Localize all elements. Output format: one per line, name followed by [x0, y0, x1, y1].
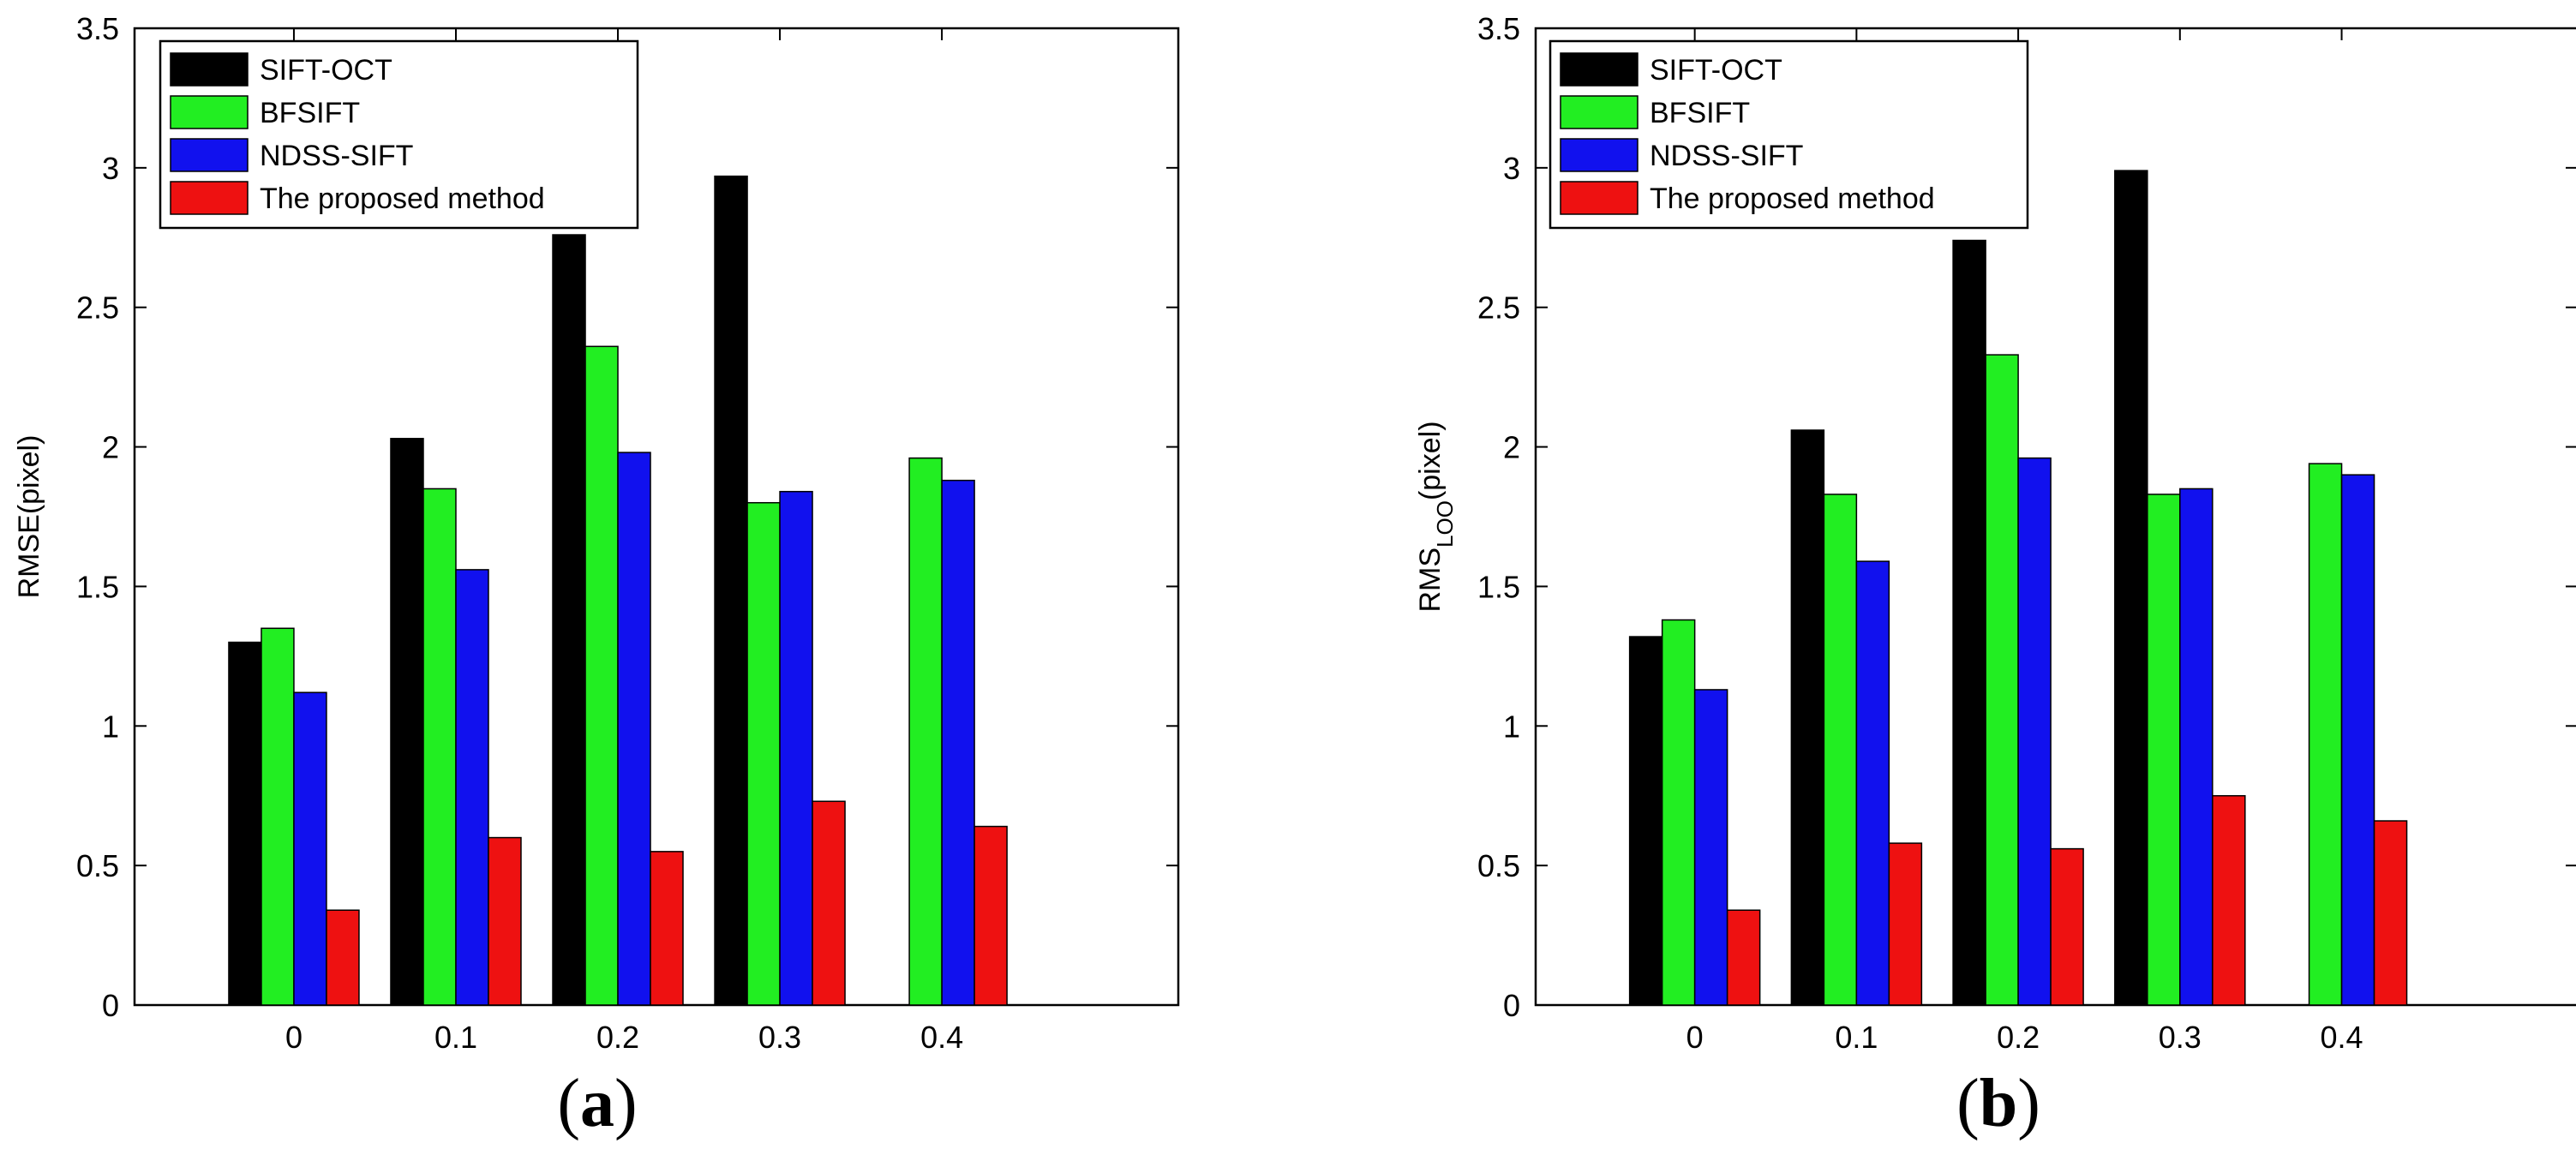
y-tick-label: 1 — [1503, 709, 1520, 744]
x-tick-label: 0.2 — [596, 1020, 639, 1055]
bar-bfsift-0 — [1661, 619, 1696, 1006]
caption-a-letter: a — [580, 1066, 614, 1141]
bar-the-proposed-method-0_2 — [650, 851, 684, 1006]
y-tick-label: 2.5 — [76, 290, 119, 326]
legend-label: NDSS-SIFT — [1650, 140, 1803, 172]
y-axis-label-suffix: (pixel) — [1414, 421, 1447, 500]
caption-b: (b) — [1956, 1066, 2040, 1141]
bar-ndss-sift-0_3 — [779, 490, 813, 1006]
y-axis-label-main: RMS — [1414, 548, 1447, 613]
legend-label: SIFT-OCT — [1650, 54, 1782, 87]
bar-bfsift-0_4 — [908, 457, 943, 1006]
bar-sift-oct-0_2 — [552, 234, 586, 1006]
bar-ndss-sift-0_1 — [1855, 560, 1890, 1006]
legend-label: The proposed method — [260, 183, 545, 215]
y-tick-label: 1.5 — [76, 569, 119, 604]
y-tick-label: 3.5 — [76, 11, 119, 46]
bar-sift-oct-0 — [228, 641, 262, 1006]
bar-the-proposed-method-0_3 — [2212, 794, 2246, 1006]
bar-bfsift-0_2 — [584, 345, 619, 1006]
bar-ndss-sift-0_4 — [2340, 474, 2375, 1006]
x-tick-label: 0 — [285, 1020, 303, 1055]
bar-bfsift-0_4 — [2308, 463, 2343, 1006]
legend-swatch-the-proposed-method — [1560, 181, 1638, 215]
legend-swatch-ndss-sift — [170, 138, 249, 172]
y-tick-label: 0.5 — [76, 848, 119, 883]
chart-panel-b: 0 0.5 1 1.5 2 2.5 3 3.5 0 0.1 0.2 0.3 0.4 RMSLOO(pixe… — [1414, 11, 2576, 1055]
y-tick-label: 0.5 — [1477, 848, 1520, 883]
x-tick-label: 0.3 — [2159, 1020, 2202, 1055]
bar-ndss-sift-0_1 — [455, 569, 489, 1006]
bar-the-proposed-method-0_4 — [973, 825, 1008, 1006]
legend-swatch-bfsift — [1560, 95, 1638, 129]
x-tick-label: 0.2 — [1997, 1020, 2040, 1055]
legend: SIFT-OCT BFSIFT NDSS-SIFT The proposed meth… — [159, 39, 639, 230]
x-tick-label: 0 — [1686, 1020, 1704, 1055]
bar-bfsift-0_3 — [746, 501, 781, 1006]
legend-swatch-the-proposed-method — [170, 181, 249, 215]
y-tick-label: 0 — [1503, 988, 1520, 1023]
legend-swatch-sift-oct — [170, 52, 249, 87]
y-tick-label: 1.5 — [1477, 569, 1520, 604]
y-tick-label: 2 — [102, 430, 119, 465]
x-tick-label: 0.3 — [758, 1020, 801, 1055]
bar-sift-oct-0_3 — [714, 175, 748, 1006]
bar-bfsift-0_1 — [1823, 494, 1858, 1006]
bar-the-proposed-method-0_2 — [2050, 847, 2084, 1006]
bar-bfsift-0_2 — [1985, 354, 2019, 1006]
y-tick-label: 2.5 — [1477, 290, 1520, 326]
x-tick-label: 0.1 — [1835, 1020, 1878, 1055]
caption-a: (a) — [557, 1066, 638, 1141]
bar-ndss-sift-0 — [1693, 689, 1728, 1006]
bar-bfsift-0_3 — [2147, 494, 2181, 1006]
bar-the-proposed-method-0 — [1726, 909, 1761, 1006]
bar-the-proposed-method-0_3 — [812, 800, 846, 1006]
y-tick-label: 3 — [102, 151, 119, 186]
bar-the-proposed-method-0_1 — [488, 836, 522, 1006]
y-tick-label: 1 — [102, 709, 119, 744]
legend-swatch-sift-oct — [1560, 52, 1638, 87]
x-tick-label: 0.4 — [2321, 1020, 2363, 1055]
caption-b-letter: b — [1979, 1066, 2018, 1141]
legend-label: SIFT-OCT — [260, 54, 392, 87]
y-tick-label: 2 — [1503, 430, 1520, 465]
chart-panel-a: 0 0.5 1 1.5 2 2.5 3 3.5 0 0.1 0.2 0.3 0.4 RMSE(pixel)… — [13, 11, 1180, 1055]
y-tick-label: 3.5 — [1477, 11, 1520, 46]
bar-the-proposed-method-0_1 — [1888, 842, 1923, 1006]
y-axis-label: RMSLOO(pixel) — [1414, 421, 1458, 612]
legend-label: BFSIFT — [260, 97, 360, 129]
legend: SIFT-OCT BFSIFT NDSS-SIFT The proposed meth… — [1549, 39, 2029, 230]
y-tick-label: 3 — [1503, 151, 1520, 186]
bar-ndss-sift-0_2 — [2017, 457, 2052, 1006]
bar-bfsift-0 — [261, 627, 295, 1006]
legend-label: The proposed method — [1650, 183, 1935, 215]
bar-the-proposed-method-0_4 — [2373, 820, 2408, 1006]
bar-sift-oct-0_1 — [390, 438, 424, 1006]
bar-ndss-sift-0 — [293, 691, 327, 1006]
bar-ndss-sift-0_3 — [2179, 488, 2214, 1006]
legend-swatch-ndss-sift — [1560, 138, 1638, 172]
bar-ndss-sift-0_2 — [617, 452, 651, 1006]
x-tick-label: 0.1 — [434, 1020, 477, 1055]
legend-label: BFSIFT — [1650, 97, 1750, 129]
bar-the-proposed-method-0 — [326, 909, 360, 1006]
bar-sift-oct-0 — [1628, 636, 1663, 1006]
y-tick-label: 0 — [102, 988, 119, 1023]
y-axis-label: RMSE(pixel) — [13, 435, 45, 599]
x-tick-label: 0.4 — [920, 1020, 963, 1055]
legend-swatch-bfsift — [170, 95, 249, 129]
bar-bfsift-0_1 — [422, 488, 457, 1006]
bar-sift-oct-0_1 — [1790, 429, 1825, 1006]
bar-sift-oct-0_2 — [1952, 239, 1986, 1006]
bar-sift-oct-0_3 — [2114, 170, 2148, 1006]
legend-label: NDSS-SIFT — [260, 140, 413, 172]
y-axis-label-subscript: LOO — [1432, 500, 1458, 548]
bar-ndss-sift-0_4 — [941, 479, 975, 1006]
